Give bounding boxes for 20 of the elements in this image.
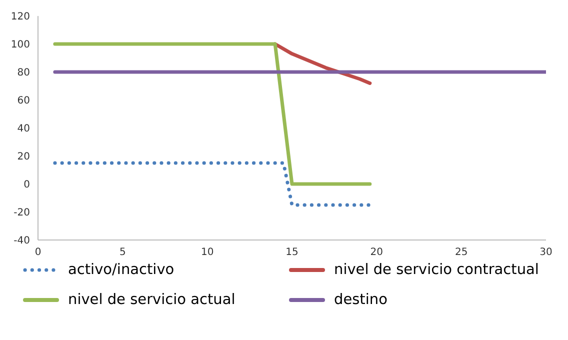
y-tick-label: 60 <box>17 96 30 107</box>
x-tick-label: 15 <box>286 247 298 258</box>
y-tick-label: 80 <box>17 68 30 79</box>
y-tick-label: -20 <box>14 208 30 219</box>
legend-label: nivel de servicio contractual <box>334 262 539 278</box>
x-tick-label: 30 <box>540 247 552 258</box>
x-tick-label: 5 <box>119 247 126 258</box>
x-tick-label: 20 <box>370 247 384 258</box>
legend-label: nivel de servicio actual <box>68 292 236 308</box>
x-tick-label: 0 <box>34 247 42 258</box>
legend-label: destino <box>334 292 388 308</box>
x-tick-label: 10 <box>200 247 214 258</box>
y-tick-label: 40 <box>17 124 30 135</box>
y-tick-label: 20 <box>17 152 30 163</box>
y-tick-label: 120 <box>10 12 30 23</box>
y-tick-label: 0 <box>24 180 30 191</box>
y-tick-label: -40 <box>14 236 30 247</box>
legend-label: activo/inactivo <box>68 262 174 278</box>
x-tick-label: 25 <box>454 247 468 258</box>
y-tick-label: 100 <box>10 40 30 51</box>
